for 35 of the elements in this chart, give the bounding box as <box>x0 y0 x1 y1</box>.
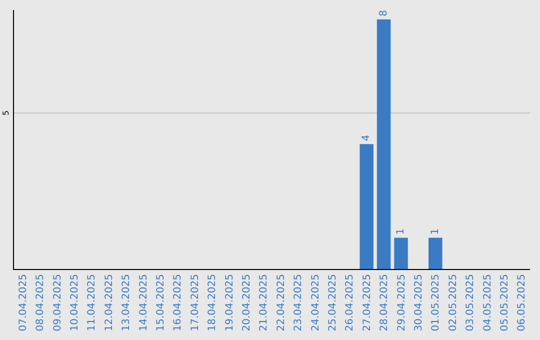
x-tick-label: 13.04.2025 <box>121 274 132 332</box>
x-tick-label: 27.04.2025 <box>362 274 373 332</box>
data-label: 8 <box>378 10 390 16</box>
x-tick-label: 15.04.2025 <box>155 274 166 332</box>
x-tick-label: 09.04.2025 <box>52 274 64 332</box>
x-tick-label: 01.05.2025 <box>430 274 442 332</box>
x-tick-label: 07.04.2025 <box>18 274 29 332</box>
x-tick-label: 08.04.2025 <box>35 274 46 332</box>
x-tick-label: 16.04.2025 <box>172 274 184 332</box>
ref-line-label: 5 <box>2 110 11 116</box>
data-label: 4 <box>361 134 372 142</box>
x-tick-label: 02.05.2025 <box>448 274 459 332</box>
x-tick-label: 25.04.2025 <box>327 274 338 332</box>
x-tick-label: 10.04.2025 <box>69 274 80 332</box>
data-label: 1 <box>396 228 406 235</box>
x-tick-label: 11.04.2025 <box>86 274 98 332</box>
x-tick-label: 30.04.2025 <box>413 274 424 332</box>
data-label: 1 <box>430 228 441 235</box>
x-tick-label: 24.04.2025 <box>310 274 322 332</box>
x-tick-label: 28.04.2025 <box>379 274 390 332</box>
x-tick-label: 12.04.2025 <box>104 274 115 332</box>
x-tick-label: 19.04.2025 <box>224 274 236 332</box>
x-tick-label: 29.04.2025 <box>396 274 408 332</box>
x-tick-label: 23.04.2025 <box>293 274 304 332</box>
x-tick-label: 20.04.2025 <box>241 274 252 332</box>
x-tick-label: 05.05.2025 <box>499 274 510 332</box>
x-tick-label: 22.04.2025 <box>276 274 287 332</box>
x-tick-label: 03.05.2025 <box>465 274 476 332</box>
x-tick-label: 14.04.2025 <box>138 274 150 332</box>
x-tick-label: 21.04.2025 <box>258 274 270 332</box>
x-tick-label: 17.04.2025 <box>190 274 201 332</box>
x-tick-label: 04.05.2025 <box>482 274 494 332</box>
x-tick-label: 26.04.2025 <box>344 274 356 332</box>
x-tick-label: 06.05.2025 <box>516 274 528 332</box>
x-tick-label: 18.04.2025 <box>207 274 218 332</box>
